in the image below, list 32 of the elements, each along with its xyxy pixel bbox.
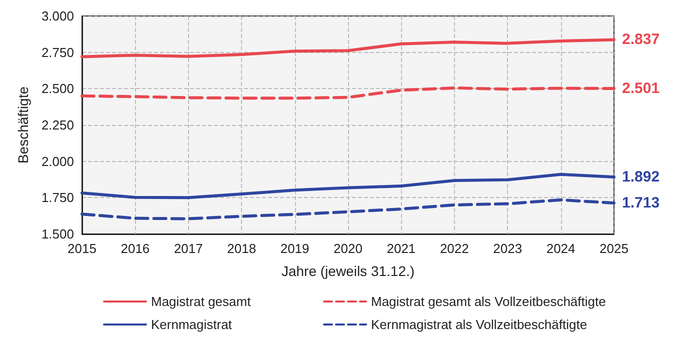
legend-label: Kernmagistrat xyxy=(151,317,232,332)
x-tick-label: 2022 xyxy=(440,241,469,256)
line-series xyxy=(80,38,616,58)
legend-label: Magistrat gesamt xyxy=(151,294,252,309)
line-series xyxy=(80,86,616,100)
line-series xyxy=(80,172,616,200)
y-axis-title: Beschäftigte xyxy=(15,86,31,164)
data-label: 2.501 xyxy=(622,80,660,98)
data-label: 2.837 xyxy=(622,31,660,48)
x-tick-label: 2023 xyxy=(493,241,522,256)
x-axis-title: Jahre (jeweils 31.12.) xyxy=(281,263,415,279)
x-tick-label: 2018 xyxy=(227,241,256,256)
x-tick-label: 2024 xyxy=(546,241,576,256)
x-tick-label: 2016 xyxy=(120,241,150,256)
y-tick-label: 2.500 xyxy=(41,81,74,96)
x-tick-label: 2020 xyxy=(334,241,362,256)
y-tick-label: 2.250 xyxy=(41,118,74,132)
x-tick-label: 2021 xyxy=(386,241,416,256)
x-tick-label: 2017 xyxy=(174,241,203,256)
x-tick-label: 2025 xyxy=(600,241,628,256)
y-tick-label: 3.000 xyxy=(41,8,74,24)
legend-label: Kernmagistrat als Vollzeitbeschäftigte xyxy=(371,317,588,332)
y-tick-label: 1.500 xyxy=(41,226,74,242)
y-tick-label: 2.000 xyxy=(41,154,74,169)
line-series xyxy=(80,198,616,220)
data-label: 1.713 xyxy=(622,194,660,212)
x-tick-label: 2015 xyxy=(68,241,96,256)
legend-label: Magistrat gesamt als Vollzeitbeschäftigte xyxy=(371,294,606,309)
data-label: 1.892 xyxy=(622,168,660,186)
x-tick-label: 2019 xyxy=(280,241,310,256)
y-tick-label: 2.750 xyxy=(41,44,74,60)
y-tick-label: 1.750 xyxy=(41,190,74,206)
